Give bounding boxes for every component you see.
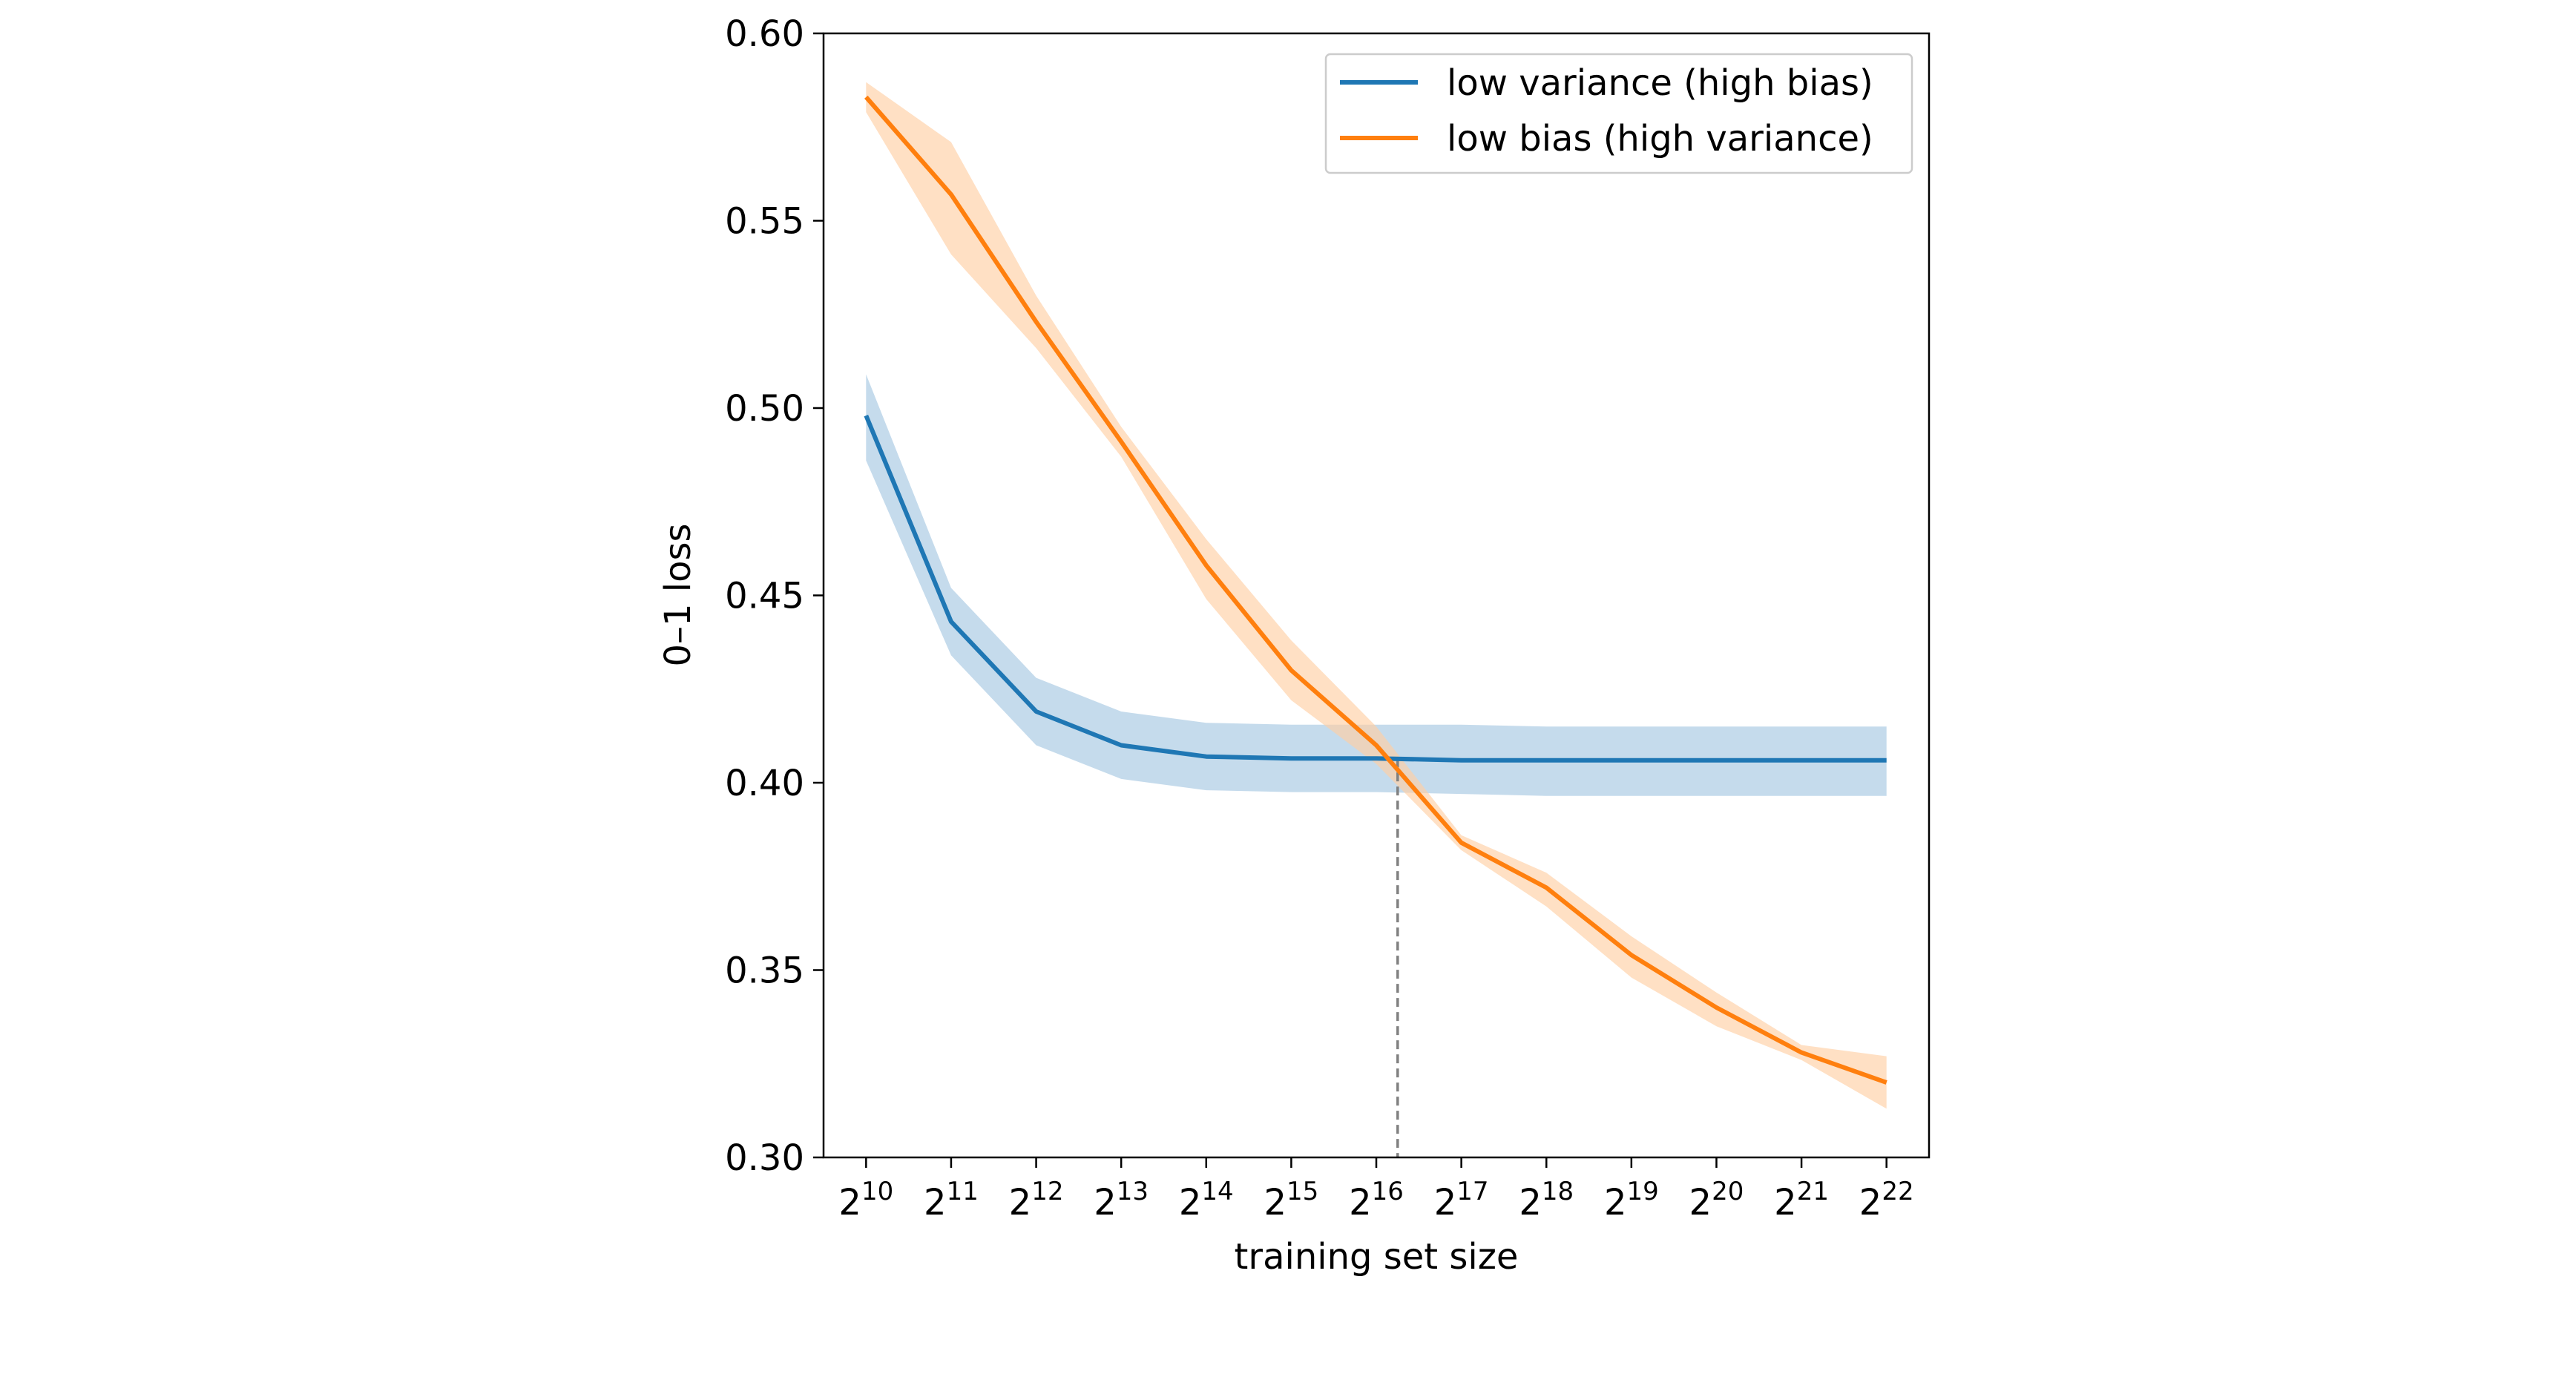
series-lines [864,95,1887,1085]
band-low-variance-high-bias [866,374,1887,796]
line-low-variance-high-bias [864,414,1887,763]
x-tick-label: 221 [1774,1177,1829,1223]
y-tick-label: 0.30 [725,1137,804,1179]
line-low-bias-high-variance [864,95,1887,1085]
y-tick-label: 0.40 [725,763,804,804]
legend-label-low-bias: low bias (high variance) [1447,118,1873,160]
legend: low variance (high bias) low bias (high … [1324,53,1913,174]
y-tick-label: 0.50 [725,388,804,430]
legend-label-low-variance: low variance (high bias) [1447,62,1873,104]
y-axis: 0.30 0.35 0.40 0.45 0.50 0.55 0.60 [725,13,824,1179]
x-tick-label: 216 [1349,1177,1404,1223]
confidence-bands [866,82,1887,1109]
y-axis-label: 0–1 loss [657,523,699,666]
x-axis-label: training set size [1235,1236,1519,1278]
y-tick-label: 0.55 [725,201,804,243]
y-tick-label: 0.60 [725,13,804,55]
y-tick-label: 0.35 [725,950,804,992]
y-tick-label: 0.45 [725,576,804,617]
legend-box [1324,53,1913,174]
band-low-bias-high-variance [866,82,1887,1109]
